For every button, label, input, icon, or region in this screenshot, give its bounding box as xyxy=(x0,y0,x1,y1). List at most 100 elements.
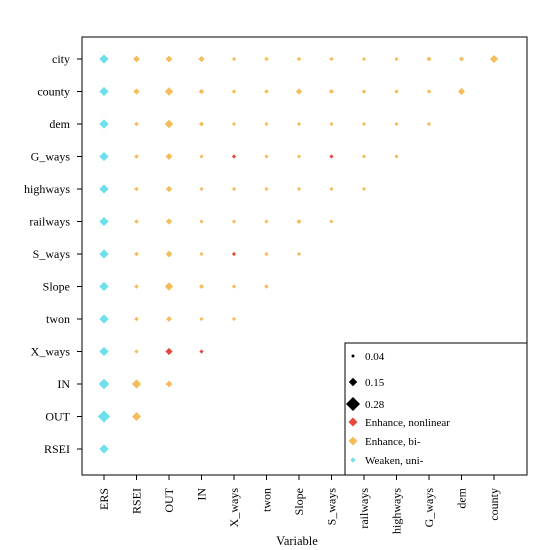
data-point xyxy=(296,251,302,257)
data-point xyxy=(458,56,465,62)
data-point xyxy=(198,55,205,63)
data-point xyxy=(99,119,109,129)
y-tick-label: OUT xyxy=(45,410,70,424)
data-point xyxy=(99,54,109,64)
data-point xyxy=(164,119,174,129)
y-tick-label: twon xyxy=(46,312,70,326)
data-point xyxy=(97,410,111,423)
plot-frame xyxy=(81,36,528,476)
data-point xyxy=(361,154,367,159)
data-point xyxy=(99,216,109,227)
data-point xyxy=(165,250,173,258)
y-axis: city county dem G_ways highways railways S_way… xyxy=(24,52,82,456)
data-point xyxy=(165,347,173,356)
data-point xyxy=(199,251,204,257)
data-point xyxy=(329,154,334,159)
data-point xyxy=(426,89,432,94)
data-point xyxy=(426,121,432,127)
legend-size-marker xyxy=(348,377,358,387)
legend-entries: 0.04 0.15 0.28 Enhance, nonlinear Enhance, b… xyxy=(345,351,450,467)
x-tick-label: railways xyxy=(357,488,371,529)
data-point xyxy=(296,121,302,127)
data-point xyxy=(296,56,302,62)
data-point xyxy=(489,54,499,64)
y-tick-label: G_ways xyxy=(31,150,71,164)
x-tick-label: S_ways xyxy=(325,488,339,526)
x-tick-label: OUT xyxy=(162,487,176,512)
legend-type-marker xyxy=(350,457,356,463)
data-point xyxy=(231,121,237,127)
data-point xyxy=(134,349,139,354)
data-point xyxy=(231,284,237,289)
data-point xyxy=(328,88,335,95)
data-point xyxy=(231,251,237,257)
data-point xyxy=(198,283,205,290)
data-point xyxy=(131,379,142,389)
legend-size-marker xyxy=(351,354,355,358)
data-point xyxy=(165,55,173,63)
data-point xyxy=(231,154,237,159)
x-axis: ERS RSEI OUT IN X_ways twon Slope S_ways railway… xyxy=(97,475,501,534)
data-point xyxy=(394,56,399,62)
data-point xyxy=(198,88,205,95)
legend-type-label: Enhance, bi- xyxy=(365,436,421,448)
data-point xyxy=(264,251,269,257)
data-point xyxy=(231,186,237,192)
data-point xyxy=(99,444,109,454)
data-point xyxy=(99,346,109,357)
data-point xyxy=(329,56,334,62)
data-point xyxy=(134,154,139,159)
data-point xyxy=(264,56,269,62)
x-axis-label: Variable xyxy=(276,534,318,548)
data-point xyxy=(199,349,204,354)
data-point xyxy=(164,87,174,96)
data-point xyxy=(99,86,109,97)
legend-size-label: 0.04 xyxy=(365,351,385,363)
data-point xyxy=(394,89,399,94)
data-point xyxy=(264,186,269,192)
data-point xyxy=(99,249,109,259)
data-point xyxy=(329,121,334,127)
data-point xyxy=(264,219,269,224)
data-point xyxy=(164,282,174,291)
data-point xyxy=(165,218,173,225)
data-point xyxy=(231,89,237,94)
data-point xyxy=(264,121,269,127)
legend-size-label: 0.15 xyxy=(365,377,385,389)
data-point xyxy=(99,184,109,194)
data-point xyxy=(133,88,140,95)
data-point xyxy=(132,412,141,421)
y-tick-label: county xyxy=(37,85,70,99)
data-point xyxy=(361,121,367,127)
data-point xyxy=(199,186,204,192)
data-point xyxy=(134,316,139,322)
data-point xyxy=(165,185,173,193)
data-point xyxy=(99,314,109,324)
data-point xyxy=(329,219,334,224)
data-point xyxy=(296,218,302,225)
x-tick-label: county xyxy=(487,488,501,521)
data-point xyxy=(198,121,205,127)
data-point xyxy=(231,56,237,62)
data-point xyxy=(99,281,109,292)
y-tick-label: dem xyxy=(49,117,70,131)
data-point xyxy=(264,154,269,159)
legend-frame xyxy=(344,342,528,476)
y-tick-label: X_ways xyxy=(31,345,71,359)
data-point xyxy=(199,316,204,322)
data-point xyxy=(329,186,334,192)
legend-type-marker xyxy=(348,436,358,446)
data-point xyxy=(394,121,399,127)
data-point xyxy=(134,121,139,127)
data-point xyxy=(264,284,269,289)
y-tick-label: S_ways xyxy=(33,247,71,261)
x-tick-label: highways xyxy=(390,488,404,534)
data-point xyxy=(296,154,302,159)
x-tick-label: IN xyxy=(195,488,209,501)
x-tick-label: X_ways xyxy=(227,488,241,528)
data-point xyxy=(264,89,269,94)
data-point xyxy=(394,154,399,159)
y-tick-label: railways xyxy=(29,215,70,229)
data-point xyxy=(134,186,139,192)
